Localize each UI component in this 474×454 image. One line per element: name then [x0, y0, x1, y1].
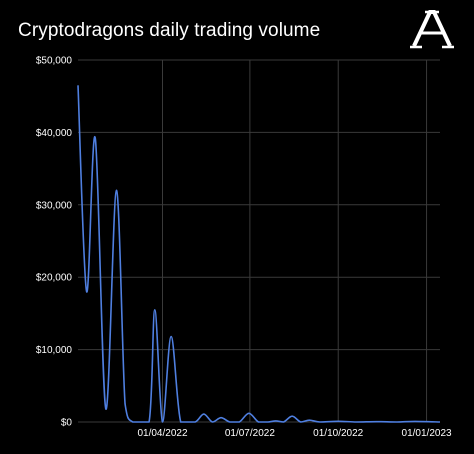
y-tick-label: $40,000 [36, 128, 73, 139]
publisher-logo-icon [410, 10, 454, 49]
x-tick-label: 01/01/2023 [402, 428, 452, 439]
series-layer [77, 85, 441, 423]
chart-title: Cryptodragons daily trading volume [18, 20, 321, 41]
y-axis-tick-labels: $0 $10,000 $20,000 $30,000 $40,000 $50,000 [36, 56, 73, 429]
x-tick-label: 01/04/2022 [137, 428, 187, 439]
x-tick-label: 01/07/2022 [225, 428, 275, 439]
series-line [77, 85, 441, 423]
y-tick-label: $30,000 [36, 200, 73, 211]
y-tick-label: $20,000 [36, 273, 73, 284]
chart-gridlines [78, 59, 440, 423]
y-tick-label: $0 [61, 418, 73, 429]
y-tick-label: $50,000 [36, 56, 73, 67]
y-tick-label: $10,000 [36, 345, 73, 356]
x-tick-label: 01/10/2022 [313, 428, 363, 439]
x-axis-tick-labels: 01/04/2022 01/07/2022 01/10/2022 01/01/2023 [137, 428, 452, 439]
